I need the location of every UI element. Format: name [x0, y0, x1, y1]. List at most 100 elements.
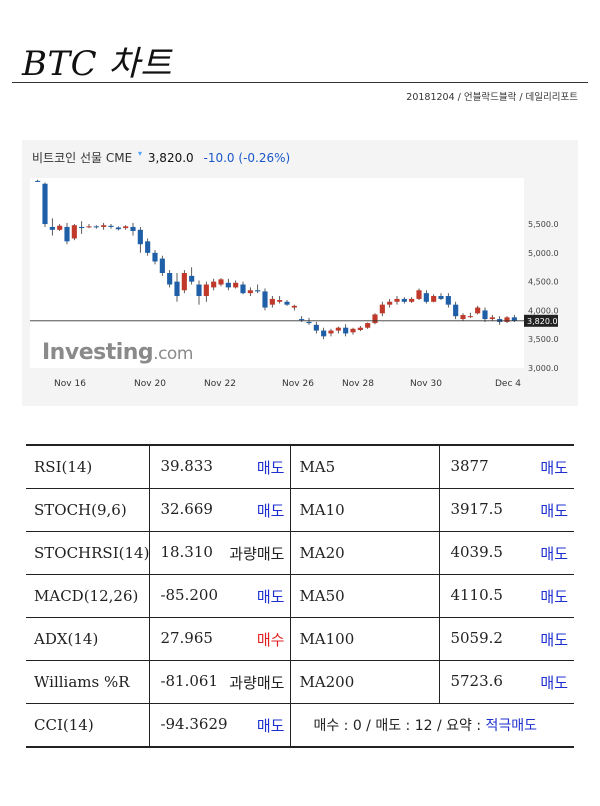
ma-signal: 매도 [540, 587, 568, 606]
candle-body [438, 296, 444, 299]
indicator-row: ADX(14) 27.965 매수 MA100 5059.2 매도 [26, 617, 574, 661]
y-tick-label: 4,500.0 [528, 278, 559, 287]
ma-value: 3917.5 [450, 499, 503, 518]
indicator-value-cell: 18.310 과량매도 [149, 531, 292, 575]
instrument-name: 비트코인 선물 CME [32, 151, 133, 165]
indicator-row: RSI(14) 39.833 매도 MA5 3877 매도 [26, 444, 574, 489]
indicator-row: STOCH(9,6) 32.669 매도 MA10 3917.5 매도 [26, 488, 574, 532]
investing-logo: Investing.com [42, 340, 193, 365]
current-price-label: 3,820.0 [527, 317, 558, 326]
price-change: -10.0 (-0.26%) [204, 151, 291, 165]
candle-body [416, 290, 422, 299]
current-price-tag [524, 314, 558, 327]
candle-body [504, 317, 510, 322]
price-chart-panel: 비트코인 선물 CME ▾ 3,820.0 -10.0 (-0.26%) 5,5… [22, 140, 578, 406]
candle-body [115, 227, 121, 230]
indicator-name: MACD(12,26) [26, 574, 151, 618]
indicator-signal: 매수 [256, 630, 285, 649]
y-tick-label: 5,500.0 [528, 220, 559, 229]
logo-name: Investing [42, 340, 154, 365]
change-value: -10.0 [203, 151, 235, 165]
candle-body [79, 226, 85, 229]
ma-value: 5059.2 [450, 628, 503, 647]
candle-body [328, 330, 334, 334]
ma-name: MA100 [290, 617, 441, 661]
candle-body [475, 307, 481, 314]
trend-marker-icon: ▾ [138, 149, 143, 158]
candle-body [321, 330, 327, 337]
candle-body [240, 284, 246, 294]
candle-body [467, 316, 473, 318]
summary-text: 매수 : 0 / 매도 : 12 / 요약 : [313, 718, 486, 734]
ma-value: 3877 [450, 456, 489, 475]
candle-body [277, 300, 283, 302]
ma-name: MA10 [290, 488, 441, 532]
candle-body [262, 291, 268, 308]
candle-body [306, 321, 312, 324]
candle-body [431, 296, 437, 302]
candle-body [409, 298, 415, 302]
candle-body [394, 298, 400, 302]
candle-body [387, 301, 393, 305]
page-title: BTC 차트 [22, 44, 173, 84]
summary-cell: 매수 : 0 / 매도 : 12 / 요약 : 적극매도 [290, 703, 574, 748]
title-divider [12, 82, 588, 83]
ma-value-cell: 4039.5 매도 [439, 531, 574, 575]
candlestick-chart: 5,500.0 5,000.0 4,500.0 4,000.0 3,500.0 3,000… [30, 179, 559, 389]
indicator-value: 18.310 [160, 542, 213, 561]
candle-body [123, 226, 129, 229]
ma-signal: 매도 [540, 458, 568, 477]
x-tick-label: Nov 26 [282, 379, 314, 389]
indicator-value-cell: 32.669 매도 [149, 488, 292, 532]
candle-body [189, 275, 195, 282]
candle-body [167, 273, 173, 285]
candle-body [350, 328, 356, 333]
candle-body [211, 281, 217, 288]
candle-body [269, 298, 275, 305]
indicator-value-cell: -85.200 매도 [149, 574, 292, 618]
candle-body [130, 226, 136, 231]
x-tick-label: Nov 20 [134, 379, 166, 389]
candle-body [255, 290, 261, 292]
ma-name: MA50 [290, 574, 441, 618]
candle-body [401, 298, 407, 302]
last-price: 3,820.0 [147, 151, 194, 165]
indicator-name: STOCHRSI(14) [26, 531, 151, 575]
candle-body [233, 282, 239, 288]
indicator-value-cell: 39.833 매도 [149, 444, 292, 489]
candle-body [372, 314, 378, 324]
ma-signal: 매도 [540, 501, 568, 520]
y-tick-label: 4,000.0 [528, 306, 559, 315]
x-tick-label: Nov 28 [342, 379, 374, 389]
candle-body [71, 225, 77, 239]
indicator-value: -85.200 [160, 585, 218, 604]
candle-body [460, 315, 466, 320]
candle-body [247, 290, 253, 294]
ma-name: MA20 [290, 531, 441, 575]
indicator-row: CCI(14) -94.3629 매도 매수 : 0 / 매도 : 12 / 요약 :… [26, 703, 574, 748]
indicator-signal: 매도 [256, 716, 285, 735]
indicator-signal: 매도 [256, 458, 285, 477]
indicator-value-cell: -81.061 과량매도 [149, 660, 292, 704]
candle-body [365, 323, 371, 328]
ma-name: MA5 [290, 444, 441, 489]
ma-signal: 매도 [540, 630, 568, 649]
x-tick-label: Dec 4 [495, 379, 521, 389]
ma-value-cell: 5723.6 매도 [439, 660, 574, 704]
indicator-value: 39.833 [160, 456, 213, 475]
candle-body [284, 301, 290, 305]
candle-body [291, 305, 297, 308]
change-percent: (-0.26%) [238, 151, 291, 165]
candle-body [357, 327, 363, 330]
ma-value-cell: 4110.5 매도 [439, 574, 574, 618]
candle-body [93, 226, 99, 228]
indicator-name: ADX(14) [26, 617, 151, 661]
ma-signal: 매도 [540, 544, 568, 563]
indicator-value: 27.965 [160, 628, 213, 647]
indicator-value: -94.3629 [160, 714, 228, 733]
candle-body [86, 226, 92, 228]
y-tick-label: 3,500.0 [528, 335, 559, 344]
ma-value: 4039.5 [450, 542, 503, 561]
candle-body [174, 281, 180, 297]
candle-body [379, 304, 385, 314]
